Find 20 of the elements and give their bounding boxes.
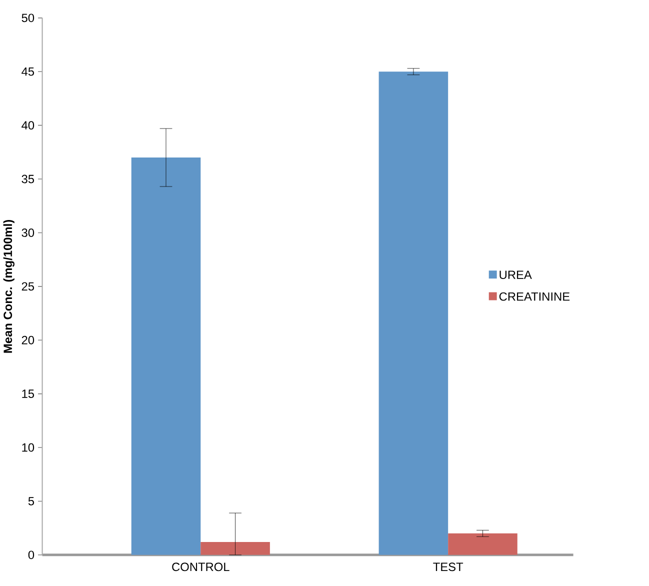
y-tick-label: 35 bbox=[22, 174, 34, 184]
y-tick-label: 5 bbox=[28, 497, 34, 506]
y-tick-label: 0 bbox=[28, 550, 34, 560]
y-tick-label: 10 bbox=[22, 443, 34, 452]
bar bbox=[131, 158, 201, 556]
y-tick-label: 50 bbox=[22, 14, 34, 22]
y-tick-label: 15 bbox=[22, 390, 34, 398]
y-tick-label: 25 bbox=[22, 282, 34, 291]
legend-label: UREA bbox=[500, 270, 532, 280]
bar bbox=[200, 542, 270, 556]
bar bbox=[378, 72, 448, 556]
y-tick-label: 40 bbox=[22, 121, 34, 130]
y-axis-title: Mean Conc. (mg/100ml) bbox=[3, 220, 14, 353]
y-tick-label: 30 bbox=[22, 228, 34, 238]
bar bbox=[448, 534, 518, 556]
y-tick-label: 20 bbox=[22, 336, 34, 344]
x-tick-label: TEST bbox=[433, 562, 464, 572]
x-tick-label: CONTROL bbox=[172, 562, 230, 572]
y-tick-label: 45 bbox=[22, 68, 34, 76]
legend-label: CREATININE bbox=[499, 292, 570, 301]
